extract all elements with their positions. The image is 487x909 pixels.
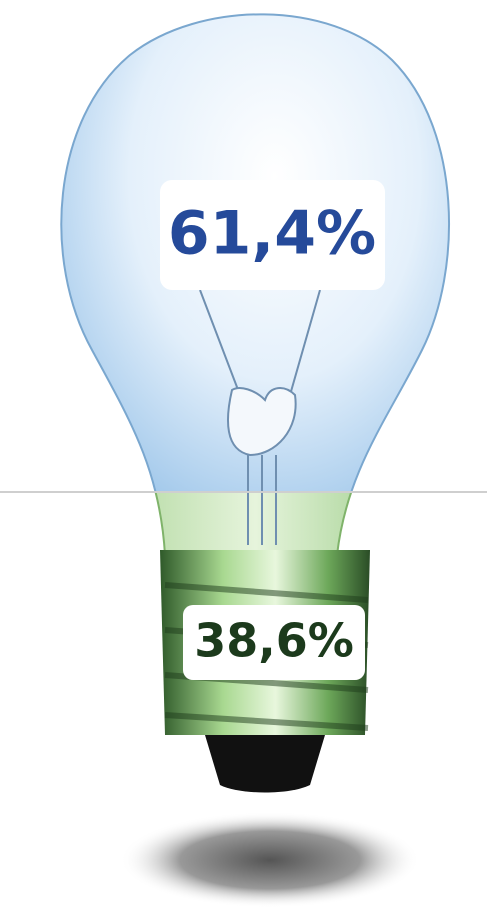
shadow xyxy=(120,812,420,908)
bulb-tip xyxy=(205,735,325,793)
bulb-infographic: 61,4% 38,6% xyxy=(0,0,487,909)
bottom-label: 38,6% xyxy=(194,614,354,668)
top-label: 61,4% xyxy=(168,199,376,269)
